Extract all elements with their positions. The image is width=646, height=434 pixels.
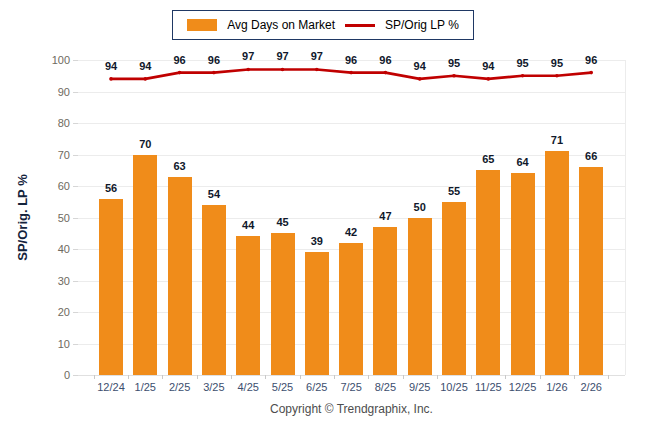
line-value-label: 96 (571, 54, 611, 66)
y-axis-tick-label: 70 (36, 149, 70, 161)
x-axis-tick (128, 375, 129, 379)
y-axis-tick (73, 344, 78, 345)
x-axis-tick (300, 375, 301, 379)
gridline (78, 375, 625, 376)
x-axis-tick (437, 375, 438, 379)
x-axis-tick (94, 375, 95, 379)
copyright-text: Copyright © Trendgraphix, Inc. (78, 402, 625, 416)
x-axis-tick (162, 375, 163, 379)
x-axis-tick (368, 375, 369, 379)
y-axis-tick (73, 218, 78, 219)
x-axis-tick (265, 375, 266, 379)
x-axis-tick (403, 375, 404, 379)
y-axis-tick-label: 30 (36, 275, 70, 287)
legend-wrap: Avg Days on Market SP/Orig LP % (0, 10, 646, 40)
y-axis-tick (73, 186, 78, 187)
y-axis-tick-label: 10 (36, 338, 70, 350)
x-axis-tick (231, 375, 232, 379)
x-axis-tick (471, 375, 472, 379)
y-axis-tick-label: 40 (36, 243, 70, 255)
y-axis-tick-label: 50 (36, 212, 70, 224)
y-axis-tick-label: 0 (36, 369, 70, 381)
chart: Avg Days on Market SP/Orig LP % SP/Orig.… (0, 0, 646, 434)
legend-bar-label: Avg Days on Market (227, 18, 335, 32)
y-axis-tick (73, 60, 78, 61)
x-axis-tick (334, 375, 335, 379)
y-axis-title: SP/Orig. LP % (15, 138, 30, 298)
line-series (78, 60, 625, 375)
y-axis-tick (73, 375, 78, 376)
plot-area: 5670635444453942475055656471669494969697… (78, 60, 626, 375)
x-axis-tick (505, 375, 506, 379)
line-swatch-icon (345, 24, 375, 27)
legend-line-label: SP/Orig LP % (385, 18, 459, 32)
y-axis-tick (73, 312, 78, 313)
y-axis-tick (73, 281, 78, 282)
y-axis-tick-label: 90 (36, 86, 70, 98)
bar-swatch-icon (187, 19, 217, 31)
y-axis-tick (73, 123, 78, 124)
x-axis-tick (608, 375, 609, 379)
y-axis-tick-label: 20 (36, 306, 70, 318)
x-axis-tick (540, 375, 541, 379)
y-axis-tick-label: 80 (36, 117, 70, 129)
y-axis-tick (73, 249, 78, 250)
y-axis-tick (73, 92, 78, 93)
x-axis-tick (574, 375, 575, 379)
x-axis-tick-label: 2/26 (568, 381, 614, 393)
y-axis-tick (73, 155, 78, 156)
x-axis-tick (197, 375, 198, 379)
legend: Avg Days on Market SP/Orig LP % (172, 10, 474, 40)
y-axis-tick-label: 100 (36, 54, 70, 66)
y-axis-tick-label: 60 (36, 180, 70, 192)
